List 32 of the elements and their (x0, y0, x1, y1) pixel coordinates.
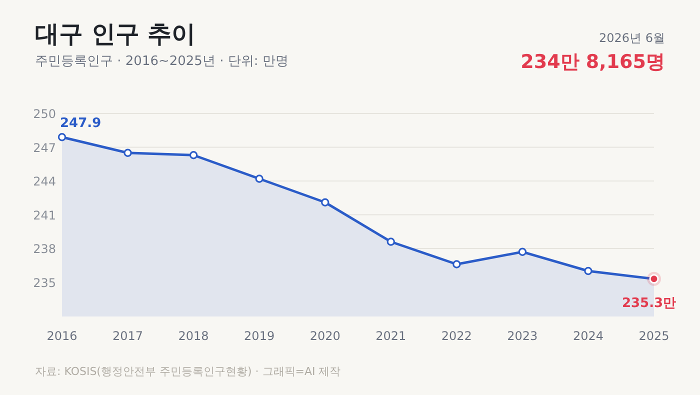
x-tick-label: 2019 (244, 329, 275, 343)
x-tick-label: 2021 (376, 329, 406, 343)
point (58, 133, 66, 142)
point (386, 238, 395, 246)
y-tick-label: 241 (33, 208, 56, 222)
point (255, 174, 264, 183)
point (124, 148, 132, 157)
x-tick-label: 2023 (507, 329, 538, 343)
x-tick-label: 2024 (572, 329, 604, 343)
chart-subtitle: 주민등록인구 · 2016~2025년 · 단위: 만명 (35, 54, 288, 69)
chart-title: 대구 인구 추이 (35, 20, 196, 48)
y-tick-label: 238 (33, 242, 56, 256)
y-tick-label: 247 (33, 140, 56, 155)
data-label: 247.9 (60, 116, 102, 132)
text: 234만 8,165명 (520, 51, 665, 73)
y-tick-label: 235 (33, 276, 56, 290)
x-tick-label: 2017 (112, 329, 144, 343)
point (518, 248, 527, 256)
point (452, 260, 461, 268)
point (321, 198, 330, 206)
y-tick-label: 244 (33, 174, 56, 188)
x-tick-label: 2018 (178, 329, 209, 343)
y-tick-label: 250 (33, 107, 56, 121)
x-tick-label: 2016 (46, 329, 78, 343)
data-label: 235.3만 (622, 296, 676, 311)
text: 2026년 6월 (599, 31, 665, 45)
x-tick-label: 2022 (441, 329, 472, 343)
point (189, 151, 198, 160)
text: 자료: KOSIS(행정안전부 주민등록인구현황) · 그래픽=AI 제작 (35, 365, 341, 378)
point (584, 266, 592, 276)
x-tick-label: 2020 (310, 329, 340, 343)
x-tick-label: 2025 (638, 329, 670, 343)
